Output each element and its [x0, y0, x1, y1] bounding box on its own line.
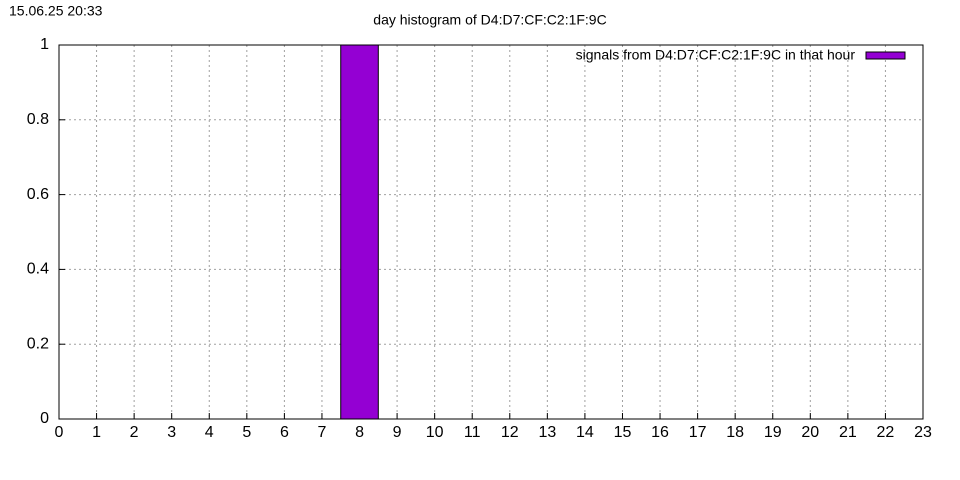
plot-frame: [58, 44, 924, 420]
x-tick-label: 14: [576, 424, 594, 441]
y-tick-label: 0.4: [27, 261, 49, 278]
x-tick-label: 10: [426, 424, 444, 441]
x-tick-label: 8: [355, 424, 364, 441]
x-tick-label: 0: [55, 424, 64, 441]
x-tick-label: 6: [280, 424, 289, 441]
x-tick-label: 23: [914, 424, 932, 441]
x-tick-label: 18: [726, 424, 744, 441]
x-tick-label: 13: [538, 424, 556, 441]
y-tick-label: 1: [40, 36, 49, 53]
x-tick-label: 5: [242, 424, 251, 441]
x-tick-label: 21: [839, 424, 857, 441]
legend-swatch: [865, 51, 906, 60]
chart-title: day histogram of D4:D7:CF:C2:1F:9C: [373, 12, 606, 28]
x-tick-label: 20: [801, 424, 819, 441]
y-tick-label: 0.8: [27, 111, 49, 128]
x-tick-label: 16: [651, 424, 669, 441]
x-tick-label: 15: [614, 424, 632, 441]
x-tick-label: 9: [393, 424, 402, 441]
legend-label: signals from D4:D7:CF:C2:1F:9C in that h…: [576, 47, 856, 63]
x-tick-label: 2: [130, 424, 139, 441]
x-tick-label: 3: [167, 424, 176, 441]
x-tick-label: 4: [205, 424, 214, 441]
x-tick-label: 22: [877, 424, 895, 441]
y-tick-label: 0.2: [27, 335, 49, 352]
x-tick-label: 19: [764, 424, 782, 441]
x-tick-label: 1: [92, 424, 101, 441]
timestamp: 15.06.25 20:33: [9, 3, 103, 19]
x-tick-label: 7: [318, 424, 327, 441]
bar: [340, 44, 379, 420]
x-tick-label: 17: [689, 424, 707, 441]
y-tick-label: 0: [40, 410, 49, 427]
x-tick-label: 12: [501, 424, 519, 441]
y-tick-label: 0.6: [27, 186, 49, 203]
x-tick-label: 11: [464, 424, 481, 441]
